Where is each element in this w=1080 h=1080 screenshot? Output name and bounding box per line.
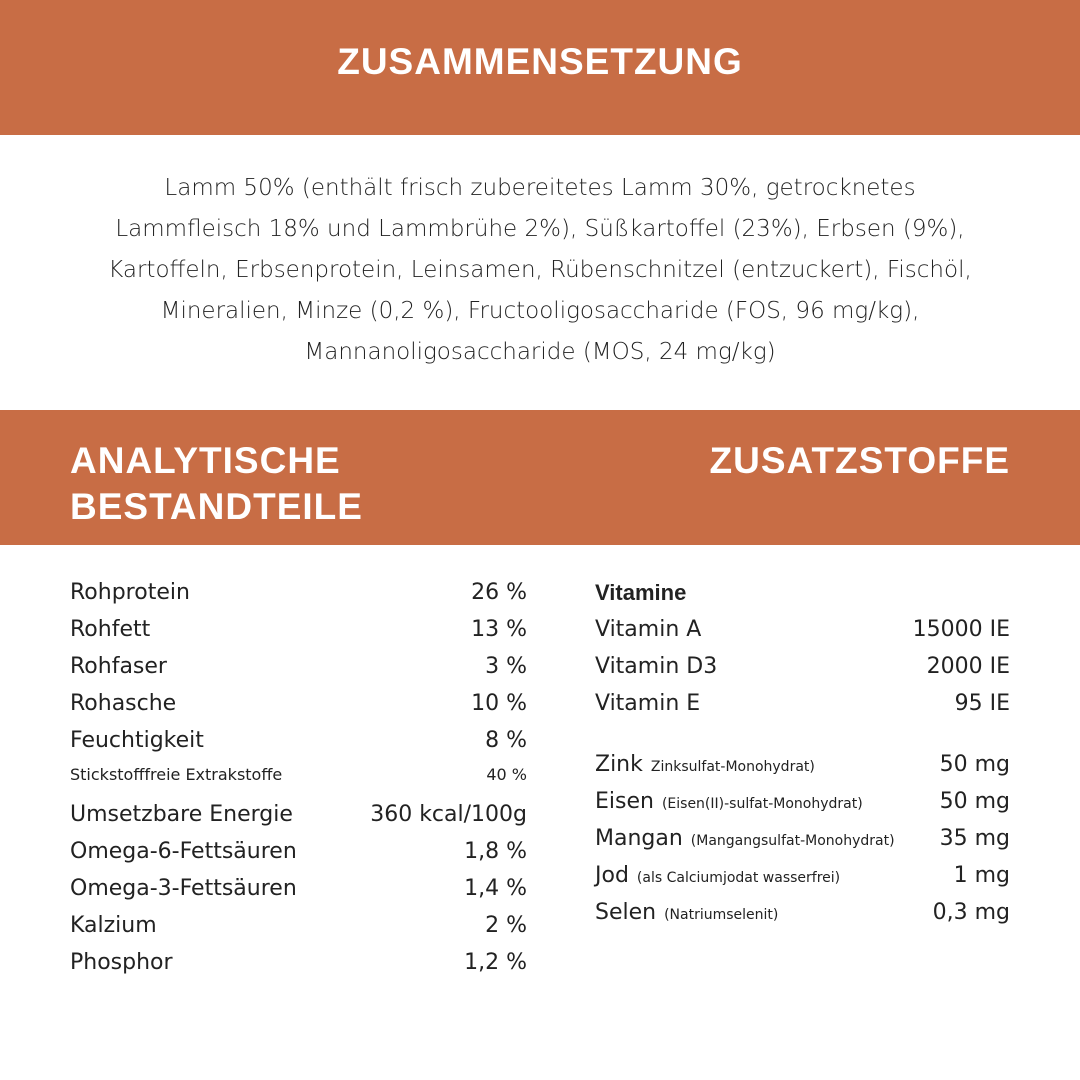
row-value: 2000 IE [926,654,1010,679]
row-value: 26 % [471,580,527,605]
row-value: 8 % [485,728,527,753]
row-value: 35 mg [939,826,1010,851]
vitamins-title: Vitamine [595,580,687,605]
row-label-group: Selen (Natriumselenit) [595,900,778,925]
row-label: Rohfaser [70,654,167,679]
row-label: Feuchtigkeit [70,728,204,753]
row-source: (Eisen(II)-sulfat-Monohydrat) [661,796,863,812]
row-value: 50 mg [939,789,1010,814]
table-row: Feuchtigkeit 8 % [70,728,527,765]
row-value: 1,2 % [464,950,527,975]
row-value: 2 % [485,913,527,938]
table-row: Mangan (Mangangsulfat-Monohydrat) 35 mg [595,826,1010,863]
table-row: Zink Zinksulfat-Monohydrat) 50 mg [595,752,1010,789]
row-value: 10 % [471,691,527,716]
composition-text: Lamm 50% (enthält frisch zubereitetes La… [108,175,972,365]
row-value: 95 IE [954,691,1010,716]
row-value: 1,8 % [464,839,527,864]
composition-header: ZUSAMMENSETZUNG [0,0,1080,135]
section-header: ANALYTISCHE BESTANDTEILE ZUSATZSTOFFE [0,410,1080,545]
row-value: 13 % [471,617,527,642]
row-label: Rohprotein [70,580,190,605]
table-row: Umsetzbare Energie 360 kcal/100g [70,802,527,839]
table-row: Kalzium 2 % [70,913,527,950]
table-row: Rohfett 13 % [70,617,527,654]
row-value: 360 kcal/100g [370,802,527,827]
table-row: Omega-3-Fettsäuren 1,4 % [70,876,527,913]
row-label-group: Eisen (Eisen(II)-sulfat-Monohydrat) [595,789,863,814]
table-row: Stickstofffreie Extrakstoffe 40 % [70,765,527,802]
row-label: Jod [595,863,629,888]
row-label: Vitamin E [595,691,701,716]
row-source: (Mangangsulfat-Monohydrat) [690,833,895,849]
row-value: 15000 IE [912,617,1010,642]
row-label-group: Mangan (Mangangsulfat-Monohydrat) [595,826,895,851]
row-value: 1,4 % [464,876,527,901]
row-label: Mangan [595,826,683,851]
row-label: Umsetzbare Energie [70,802,293,827]
table-row: Phosphor 1,2 % [70,950,527,987]
row-value: 50 mg [939,752,1010,777]
row-label: Vitamin A [595,617,702,642]
row-label-group: Jod (als Calciumjodat wasserfrei) [595,863,840,888]
table-row: Jod (als Calciumjodat wasserfrei) 1 mg [595,863,1010,900]
composition-title: ZUSAMMENSETZUNG [337,41,743,82]
additives-title: ZUSATZSTOFFE [709,440,1010,481]
table-row: Selen (Natriumselenit) 0,3 mg [595,900,1010,937]
row-value: 3 % [485,654,527,679]
row-label-group: Zink Zinksulfat-Monohydrat) [595,752,815,777]
row-label: Omega-6-Fettsäuren [70,839,297,864]
row-label: Zink [595,752,643,777]
row-label: Phosphor [70,950,173,975]
table-row: Rohfaser 3 % [70,654,527,691]
row-source: Zinksulfat-Monohydrat) [650,759,815,775]
row-label: Omega-3-Fettsäuren [70,876,297,901]
row-label: Vitamin D3 [595,654,718,679]
table-row: Vitamin E 95 IE [595,691,1010,728]
row-value: 40 % [486,765,527,784]
table-row: Rohprotein 26 % [70,580,527,617]
table-row: Vitamin A 15000 IE [595,617,1010,654]
row-value: 0,3 mg [932,900,1010,925]
analytics-title: ANALYTISCHE BESTANDTEILE [70,440,363,527]
table-row: Vitamin D3 2000 IE [595,654,1010,691]
row-label: Stickstofffreie Extrakstoffe [70,765,283,784]
table-row: Omega-6-Fettsäuren 1,8 % [70,839,527,876]
table-row: Vitamine [595,580,1010,617]
table-row: Eisen (Eisen(II)-sulfat-Monohydrat) 50 mg [595,789,1010,826]
row-label: Rohfett [70,617,151,642]
row-label: Eisen [595,789,654,814]
row-label: Kalzium [70,913,157,938]
row-label: Rohasche [70,691,177,716]
row-source: (als Calciumjodat wasserfrei) [636,870,841,886]
row-value: 1 mg [953,863,1010,888]
row-label: Selen [595,900,657,925]
table-row: Rohasche 10 % [70,691,527,728]
row-source: (Natriumselenit) [664,907,779,923]
